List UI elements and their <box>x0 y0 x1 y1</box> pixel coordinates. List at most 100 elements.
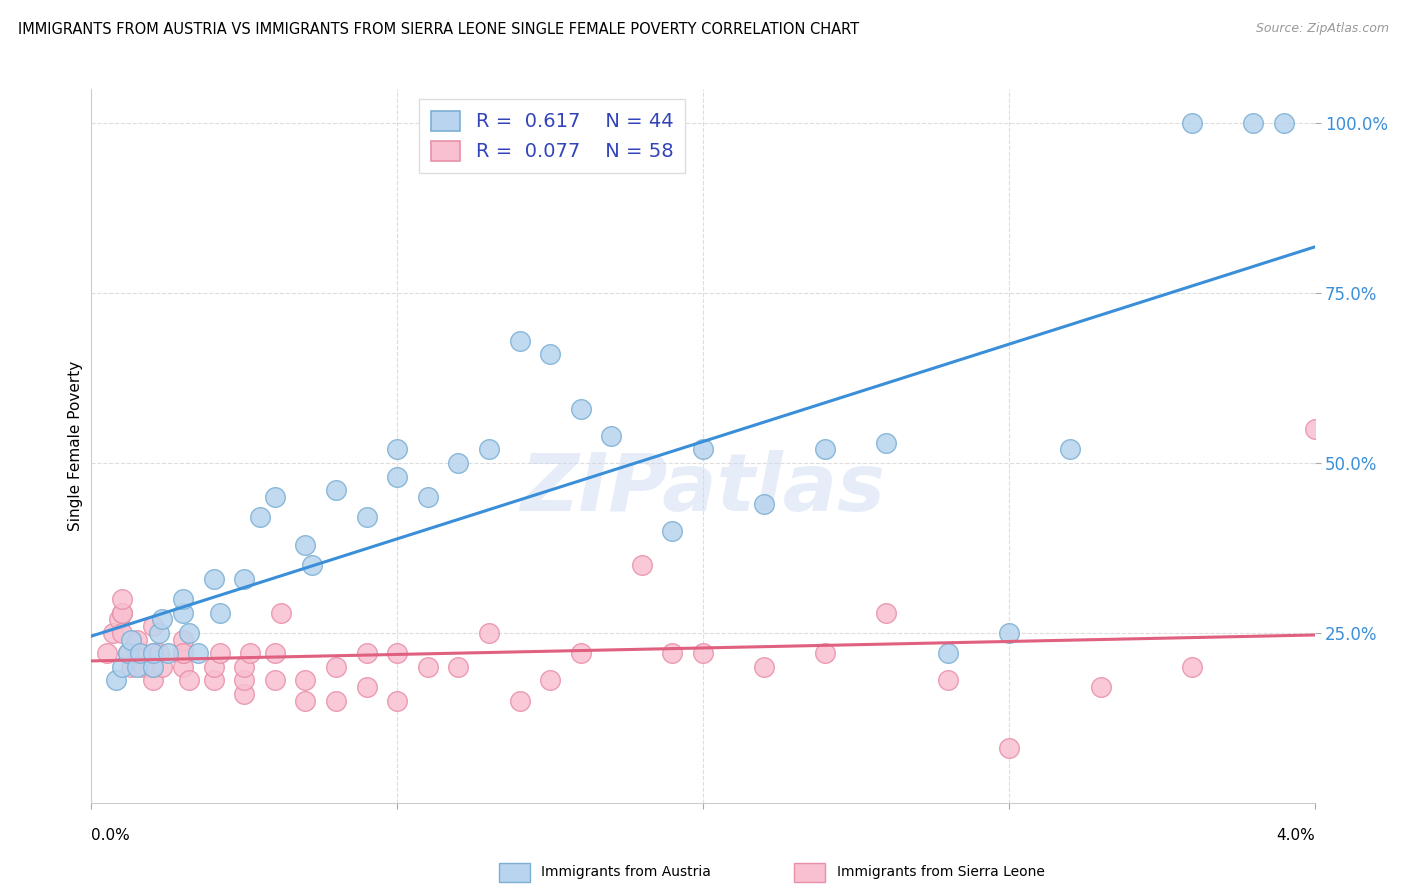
Point <box>875 606 897 620</box>
Point <box>104 673 127 688</box>
Text: Immigrants from Sierra Leone: Immigrants from Sierra Leone <box>837 865 1045 880</box>
Point <box>1181 116 1204 130</box>
Point <box>301 558 323 572</box>
Point <box>294 673 316 688</box>
Point <box>509 694 531 708</box>
Point <box>129 646 152 660</box>
Text: ZIPatlas: ZIPatlas <box>520 450 886 528</box>
Point <box>356 646 378 660</box>
Point <box>936 646 959 660</box>
Point <box>600 429 623 443</box>
Point <box>569 646 592 660</box>
Point <box>478 626 501 640</box>
Point <box>141 646 163 660</box>
Point <box>294 694 316 708</box>
Point <box>148 646 170 660</box>
Point <box>127 660 149 674</box>
Point <box>101 626 124 640</box>
Point <box>447 660 470 674</box>
Text: IMMIGRANTS FROM AUSTRIA VS IMMIGRANTS FROM SIERRA LEONE SINGLE FEMALE POVERTY CO: IMMIGRANTS FROM AUSTRIA VS IMMIGRANTS FR… <box>18 22 859 37</box>
Text: Immigrants from Austria: Immigrants from Austria <box>541 865 711 880</box>
Point <box>233 572 256 586</box>
Point <box>148 626 170 640</box>
Point <box>1090 680 1112 694</box>
Point <box>692 646 714 660</box>
Point <box>111 591 134 606</box>
Point <box>249 510 271 524</box>
Point <box>538 673 561 688</box>
Point <box>264 673 287 688</box>
Point <box>630 558 652 572</box>
Point <box>233 660 256 674</box>
Point <box>875 435 897 450</box>
Point <box>150 612 173 626</box>
Point <box>233 673 256 688</box>
Point <box>754 660 776 674</box>
Text: Source: ZipAtlas.com: Source: ZipAtlas.com <box>1256 22 1389 36</box>
Point <box>108 612 131 626</box>
Point <box>356 680 378 694</box>
Point <box>416 660 439 674</box>
Point <box>264 490 287 504</box>
Point <box>156 646 179 660</box>
Point <box>187 646 209 660</box>
Point <box>172 591 194 606</box>
Point <box>208 606 231 620</box>
Point <box>172 660 194 674</box>
Point <box>96 646 118 660</box>
Point <box>264 646 287 660</box>
Point <box>294 537 316 551</box>
Point <box>127 632 149 647</box>
Point <box>120 632 142 647</box>
Point <box>385 469 409 483</box>
Point <box>202 673 225 688</box>
Point <box>692 442 714 457</box>
Point <box>1272 116 1295 130</box>
Point <box>385 694 409 708</box>
Point <box>202 660 225 674</box>
Point <box>356 510 378 524</box>
Point <box>385 646 409 660</box>
Point <box>385 442 409 457</box>
Point <box>754 497 776 511</box>
Point <box>132 660 155 674</box>
Point <box>141 673 163 688</box>
Point <box>179 626 201 640</box>
FancyBboxPatch shape <box>499 863 530 882</box>
Point <box>569 401 592 416</box>
Point <box>172 646 194 660</box>
Point <box>325 694 347 708</box>
Point <box>998 626 1021 640</box>
Point <box>270 606 292 620</box>
Point <box>141 646 163 660</box>
Point <box>661 646 683 660</box>
Legend: R =  0.617    N = 44, R =  0.077    N = 58: R = 0.617 N = 44, R = 0.077 N = 58 <box>419 99 685 173</box>
Point <box>509 334 531 348</box>
Point <box>661 524 683 538</box>
Point <box>1181 660 1204 674</box>
Y-axis label: Single Female Poverty: Single Female Poverty <box>67 361 83 531</box>
Point <box>239 646 262 660</box>
Point <box>111 606 134 620</box>
Point <box>172 646 194 660</box>
Point <box>478 442 501 457</box>
Point <box>998 741 1021 756</box>
Point <box>120 660 142 674</box>
Point <box>172 632 194 647</box>
Point <box>1303 422 1326 436</box>
Point <box>179 673 201 688</box>
Point <box>117 646 139 660</box>
Point <box>141 660 163 674</box>
Point <box>447 456 470 470</box>
Point <box>141 660 163 674</box>
Point <box>325 660 347 674</box>
Point <box>416 490 439 504</box>
Point <box>111 660 134 674</box>
Point <box>150 660 173 674</box>
Text: 4.0%: 4.0% <box>1275 829 1315 843</box>
Point <box>208 646 231 660</box>
Point <box>233 687 256 701</box>
Point <box>202 572 225 586</box>
Point <box>141 619 163 633</box>
Point <box>1243 116 1265 130</box>
